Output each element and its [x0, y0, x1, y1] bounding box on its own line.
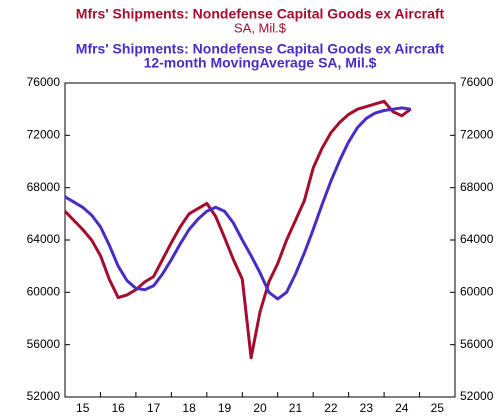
- y-tick-label: 56000: [27, 337, 61, 351]
- x-tick-label: 23: [360, 401, 374, 415]
- y2-tick-label: 56000: [460, 337, 494, 351]
- y2-tick-label: 68000: [460, 180, 494, 194]
- series-line: [64, 106, 411, 301]
- y2-tick-label: 76000: [460, 75, 494, 89]
- y2-tick-label: 52000: [460, 389, 494, 403]
- x-tick-label: 25: [431, 401, 445, 415]
- y-tick-label: 72000: [27, 128, 61, 142]
- y2-tick-label: 64000: [460, 232, 494, 246]
- series-line: [63, 99, 412, 360]
- series-note: 12-month MovingAverage SA, Mil.$: [144, 55, 377, 71]
- x-tick-label: 22: [324, 401, 338, 415]
- x-tick-label: 17: [147, 401, 161, 415]
- y-tick-label: 60000: [27, 285, 61, 299]
- x-tick-label: 19: [218, 401, 232, 415]
- series-title: Mfrs' Shipments: Nondefense Capital Good…: [76, 6, 445, 22]
- x-tick-label: 24: [395, 401, 409, 415]
- y-tick-label: 64000: [27, 232, 61, 246]
- x-tick-label: 16: [112, 401, 126, 415]
- x-tick-label: 20: [253, 401, 267, 415]
- y2-tick-label: 60000: [460, 285, 494, 299]
- y2-tick-label: 72000: [460, 128, 494, 142]
- y-tick-label: 76000: [27, 75, 61, 89]
- x-tick-label: 18: [182, 401, 196, 415]
- plot-frame: [64, 82, 456, 398]
- x-tick-label: 21: [289, 401, 303, 415]
- x-tick-label: 15: [76, 401, 90, 415]
- y-tick-label: 68000: [27, 180, 61, 194]
- series-note: SA, Mil.$: [234, 20, 287, 35]
- y-tick-label: 52000: [27, 389, 61, 403]
- series-title: Mfrs' Shipments: Nondefense Capital Good…: [76, 41, 445, 57]
